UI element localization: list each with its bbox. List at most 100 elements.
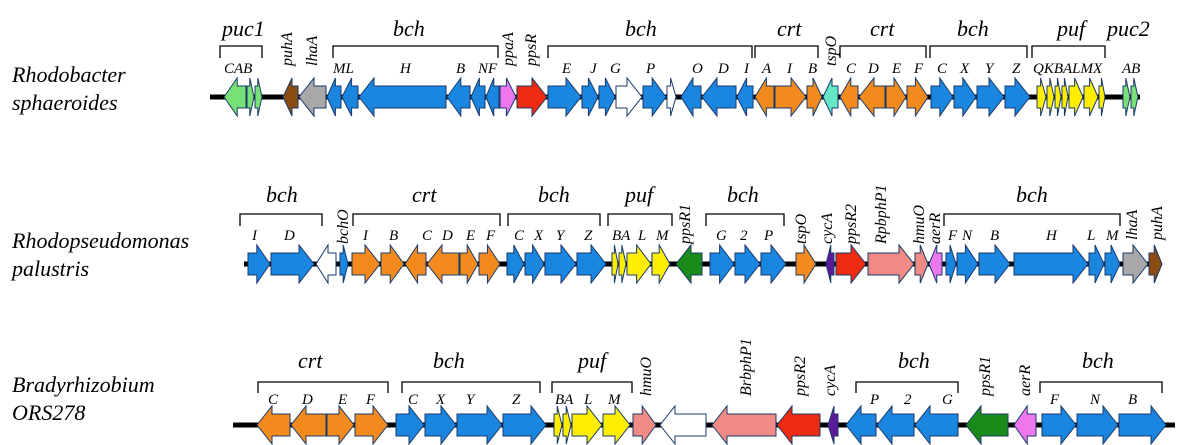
gene-arrow-crtc [256,404,291,445]
gene-label-rotated: tspO [793,213,810,244]
gene-label-rotated: puhA [1149,206,1166,241]
gene-arrow-hmuo [914,244,929,284]
gene-sublabel: H [1045,228,1058,244]
gene-label-rotated: cycA [822,365,839,396]
gene-sublabel: B [389,228,398,244]
gene-sublabel: G [716,228,727,244]
gene-sublabel: C [937,61,948,77]
gene-arrow-bchd [270,243,315,285]
gene-arrow-crte [885,76,907,118]
group-bracket [239,213,323,226]
gene-arrow-ppsr1 [965,404,1009,445]
gene-arrow-ppaa [499,77,517,117]
gene-sublabel: L [1086,228,1095,244]
group-bracket [943,213,1121,226]
gene-sublabel: C [422,228,433,244]
gene-label-rotated: RpbphP1 [873,184,890,245]
gene-arrow-crti [351,243,381,285]
gene-arrow-pufx [1098,77,1106,117]
gene-arrow-bchy [544,243,577,285]
gene-arrow-crtb [380,243,405,285]
gene-label-rotated: cycA [819,213,836,244]
gene-arrow-ppsr2 [835,243,867,285]
gene-sublabel: I [362,228,369,244]
row-rhodobacter-sphaeroides: Rhodobacter sphaeroides puc1 bch bch crt… [11,16,1150,118]
group-label: puf [576,348,609,373]
gene-arrow-hmuo [632,404,657,445]
gene-sublabel: B [808,61,817,77]
gene-sublabel: F [365,392,376,408]
gene-sublabel: 2 [904,392,912,408]
gene-sublabel: C [514,228,525,244]
gene-label-rotated: aerR [927,213,944,244]
group-label: bch [727,182,759,207]
gene-sublabel: D [717,61,729,77]
gene-sublabel: D [867,61,879,77]
group-bracket [332,45,499,58]
gene-sublabel: C [408,392,419,408]
gene-sublabel: Y [556,228,566,244]
gene-sublabel: Z [1012,61,1021,77]
gene-arrow-bchf [485,77,500,117]
gene-arrow-bchz [502,404,547,445]
group-label: bch [1016,182,1048,207]
gene-label-rotated: ppsR1 [977,356,994,397]
gene-label-rotated: puhA [279,32,296,67]
gene-arrow-bchc [506,244,525,284]
gene-label-rotated: hmuO [911,204,928,244]
gene-sublabel: NF [477,61,498,77]
species-name-line2: palustris [10,256,89,281]
gene-arrow-small [339,244,349,284]
gene-arrow-bchp [642,76,667,118]
gene-arrow-puha [1148,244,1163,284]
gene-arrow-pufl [571,404,603,445]
group-bracket [219,45,263,58]
gene-sublabel: BA [612,228,631,244]
gene-arrow-pufq [1036,77,1047,117]
gene-sublabel: Y [466,392,476,408]
gene-label-rotated: tspO [823,35,840,66]
gene-sublabel: F [485,228,496,244]
gene-arrow-ppsr [516,76,548,118]
gene-arrow-cyca [825,244,835,284]
gene-arrow-bchj [581,77,599,117]
gene-arrow-bchp [760,243,787,285]
gene-sublabel: M [655,228,670,244]
gene-arrow-bchl [341,77,359,117]
gene-sublabel: E [561,61,571,77]
gene-arrow-rpbphp1 [867,243,915,285]
gene-arrow-puc1-c [223,76,247,118]
gene-arrow-pufa [618,244,627,284]
group-label: puc2 [1105,16,1150,41]
group-bracket [547,45,753,58]
gene-sublabel: M [1105,228,1120,244]
gene-label-rotated: ppsR1 [677,204,694,245]
gene-sublabel: M [607,392,622,408]
group-label: puf [623,182,656,207]
species-name-line2: sphaeroides [12,90,118,115]
gene-sublabel: X [533,228,544,244]
gene-arrow-bchc [395,404,425,445]
gene-sublabel: Z [512,392,521,408]
gene-arrow-bchg [914,404,959,445]
gene-arrow-bchi [247,243,271,285]
gene-sublabel: CAB [224,61,252,77]
group-label: bch [393,16,425,41]
gene-arrow-pufl [1068,77,1084,117]
gene-arrow-crte [326,404,355,445]
group-bracket [929,45,1028,58]
gene-sublabel: F [913,61,924,77]
gene-sublabel: G [610,61,621,77]
gene-arrow-crta [754,76,775,118]
gene-arrow-crtf [354,404,389,445]
species-name-line1: Rhodobacter [11,62,126,87]
gene-arrow-bche [547,76,582,118]
gene-arrow-bchh [358,76,447,118]
gene-arrow-puha [282,77,299,117]
gene-arrow-bchf [945,244,957,284]
gene-sublabel: D [283,228,295,244]
group-label: puc1 [220,16,265,41]
gene-arrow-crti [774,76,807,118]
gene-arrow-bchc [930,76,954,118]
gene-arrow-pufb [611,244,619,284]
